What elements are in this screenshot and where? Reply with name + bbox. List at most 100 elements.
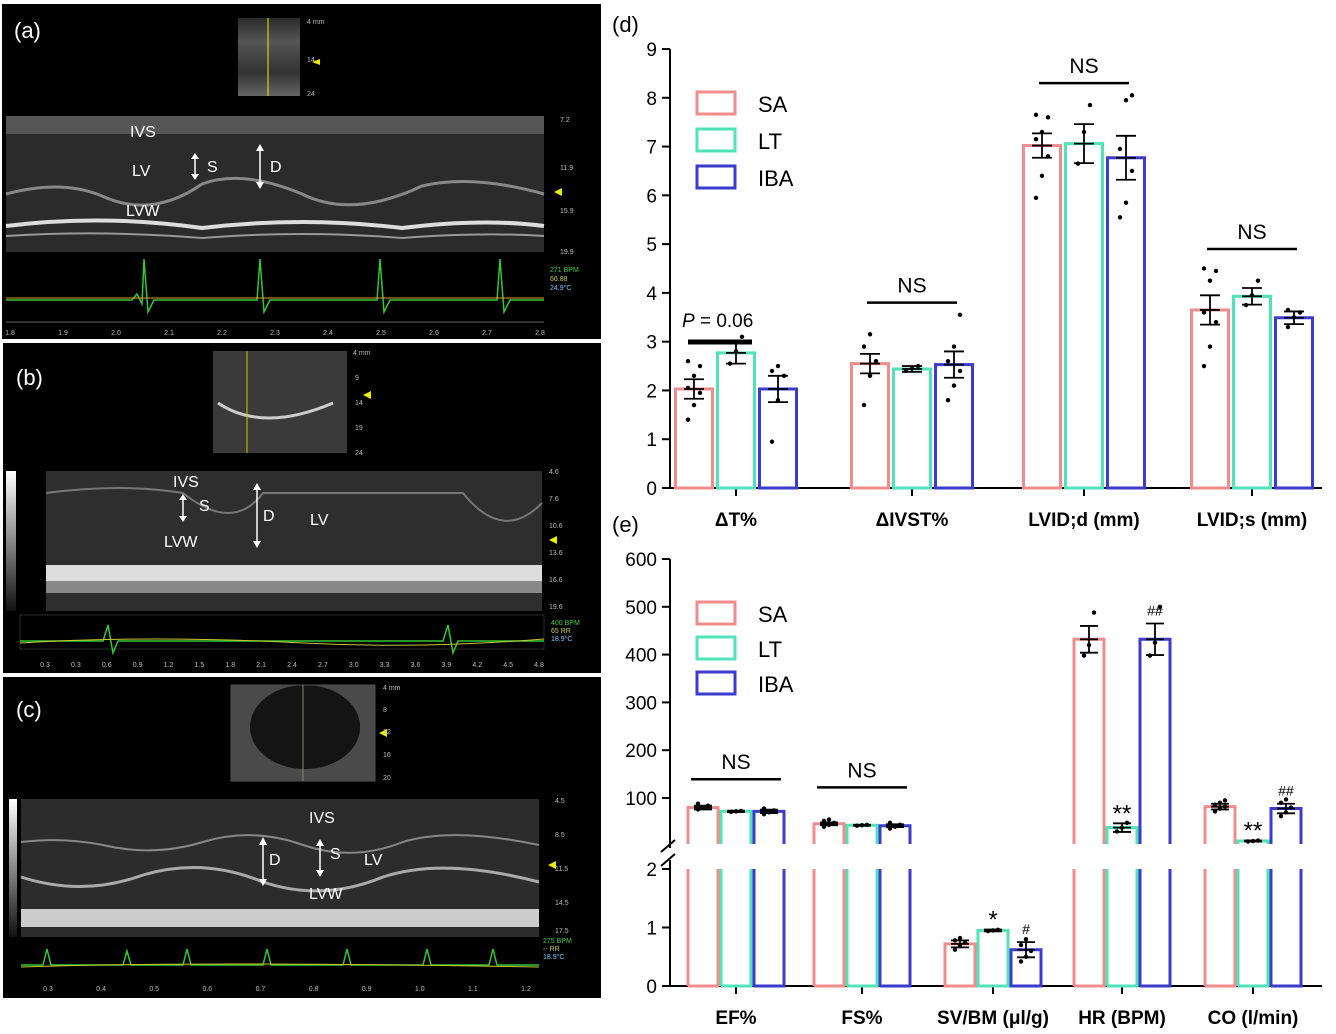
panel-label-a: (a) [14,18,41,43]
echo-a-lv-label: LV [132,163,151,180]
data-point [1018,959,1024,964]
data-point [952,947,958,952]
data-point [695,801,701,806]
bar-lower-SA-3 [1072,869,1106,988]
svg-text:15.9: 15.9 [560,208,574,215]
bar-LT-4 [1236,839,1270,844]
echo-b-d-label: D [263,508,275,525]
legend-swatch-SA [695,600,737,626]
data-point [1213,319,1219,325]
bar-SA-0 [674,387,714,490]
data-point [728,809,734,815]
legend-label-IBA: IBA [758,672,794,697]
svg-text:8.5: 8.5 [555,832,565,839]
time-tick-label: 0.3 [43,986,53,993]
bar-IBA-2 [1009,948,1043,988]
data-point [873,358,879,364]
bar-IBA-2 [1106,156,1146,490]
data-point [695,807,701,812]
data-point [861,344,867,349]
data-point [1222,804,1228,809]
svg-text:7.2: 7.2 [560,117,570,124]
echo-panel-b: IVS S LVW D LV 4 mm 9 14 19 24 4.6 7.6 1… [3,343,601,673]
bar-IBA-0 [758,387,798,490]
svg-text:24: 24 [307,91,315,98]
time-tick-label: 2.2 [217,330,227,337]
svg-text:14.5: 14.5 [555,900,569,907]
data-point [769,368,775,374]
significance-label: NS [1237,221,1266,244]
svg-text:17.5: 17.5 [555,928,569,935]
data-point [1033,112,1039,118]
x-tick-label: ΔT% [715,510,757,531]
bar-lower-LT-4 [1236,869,1270,988]
data-point [952,938,958,943]
data-point [685,358,691,364]
bar-IBA-3 [1274,316,1314,490]
data-point [867,373,873,379]
svg-text:16: 16 [383,752,391,759]
y-tick-label: 2 [646,860,657,881]
y-tick-label: 500 [625,598,657,619]
bar-LT-3 [1105,826,1139,844]
data-point [887,826,893,831]
svg-text:275 BPM: 275 BPM [543,938,572,945]
data-point [951,344,957,349]
legend-label-SA: SA [758,92,788,117]
echo-c-lv-label: LV [364,852,383,869]
time-tick-label: 3.0 [349,662,359,669]
bar-LT-0 [716,351,756,490]
bar-LT-0 [719,809,753,844]
x-tick-label: FS% [841,1008,882,1029]
legend-swatch-IBA [695,164,737,190]
svg-text:4.6: 4.6 [549,469,559,476]
data-point [831,820,837,826]
data-point [1249,293,1255,298]
data-point [700,805,706,810]
y-tick-label: 9 [646,40,657,61]
svg-text:4.5: 4.5 [555,798,565,805]
x-tick-label: CO (l/min) [1208,1008,1299,1029]
time-tick-label: 3.3 [380,662,390,669]
time-tick-label: 1.0 [415,986,425,993]
data-point [887,820,893,826]
echo-a-d-label: D [270,159,282,176]
time-tick-label: 1.2 [521,986,531,993]
significance-label: NS [721,751,750,774]
bar-SA-2 [1022,144,1062,490]
time-tick-label: 2.7 [318,662,328,669]
data-point [1283,797,1289,802]
data-point [1213,268,1219,274]
legend-label-IBA: IBA [758,166,794,191]
data-point [1081,129,1087,135]
significance-marker: ** [1244,818,1263,845]
bar-lower-IBA-1 [878,869,912,988]
time-tick-label: 1.5 [195,662,205,669]
data-point [685,417,691,422]
data-point [859,823,865,828]
data-point [1123,200,1129,205]
y-tick-label: 2 [646,381,657,402]
data-point [1201,363,1207,369]
svg-text:13.6: 13.6 [549,550,563,557]
time-tick-label: 2.5 [376,330,386,337]
data-point [1285,324,1291,330]
echo-c-image: IVS D S LV LVW 4 mm 8 12 16 20 4.5 8.5 1… [3,677,601,998]
svg-text:12: 12 [383,729,391,736]
time-tick-label: 0.8 [309,986,319,993]
data-point [769,439,775,444]
data-point [775,363,781,369]
data-point [733,809,739,814]
time-tick-label: 1.9 [58,330,68,337]
echo-b-lvw-label: LVW [164,534,198,551]
bar-SA-3 [1072,637,1106,844]
y-tick-label: 0 [646,977,657,998]
data-point [1147,653,1153,658]
svg-text:11.5: 11.5 [555,866,568,873]
y-tick-label: 300 [625,693,657,714]
data-point [1023,937,1029,942]
time-tick-label: 0.4 [96,986,106,993]
time-tick-label: 0.7 [256,986,266,993]
data-point [1201,310,1207,315]
bar-SA-1 [812,822,846,844]
